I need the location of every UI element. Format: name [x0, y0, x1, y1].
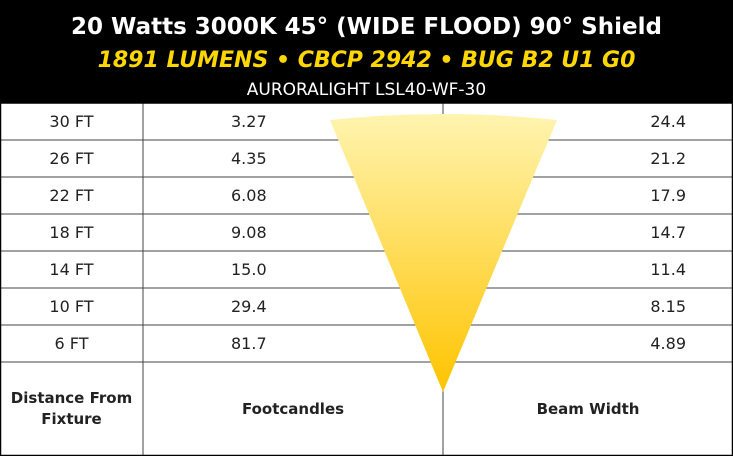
cell: 6.08	[231, 186, 267, 205]
cell: 4.35	[231, 149, 267, 168]
cell: 30 FT	[49, 112, 94, 131]
subtitle: 1891 LUMENS • CBCP 2942 • BUG B2 U1 G0	[97, 48, 636, 73]
cell: 4.89	[650, 334, 686, 353]
cell: 81.7	[231, 334, 267, 353]
header	[0, 0, 733, 103]
cell: 22 FT	[49, 186, 94, 205]
cell: 24.4	[650, 112, 686, 131]
cell: 8.15	[650, 297, 686, 316]
cell: 14.7	[650, 223, 686, 242]
cell: 6 FT	[54, 334, 89, 353]
cell: 11.4	[650, 260, 686, 279]
header-cell: Beam Width	[536, 399, 640, 418]
title: 20 Watts 3000K 45° (WIDE FLOOD) 90° Shie…	[71, 14, 662, 40]
light-cone	[330, 114, 557, 392]
cell: 18 FT	[49, 223, 94, 242]
cell: 21.2	[650, 149, 686, 168]
cell: 29.4	[231, 297, 267, 316]
model: AURORALIGHT LSL40-WF-30	[246, 80, 487, 100]
cell: 14 FT	[49, 260, 94, 279]
cell: 9.08	[231, 223, 267, 242]
cell: 3.27	[231, 112, 267, 131]
cell: 26 FT	[49, 149, 94, 168]
header-cell: Distance From Fixture	[10, 389, 133, 428]
cell: 15.0	[231, 260, 267, 279]
cell: 10 FT	[49, 297, 94, 316]
header-cell: Footcandles	[241, 399, 345, 418]
cell: 17.9	[650, 186, 686, 205]
